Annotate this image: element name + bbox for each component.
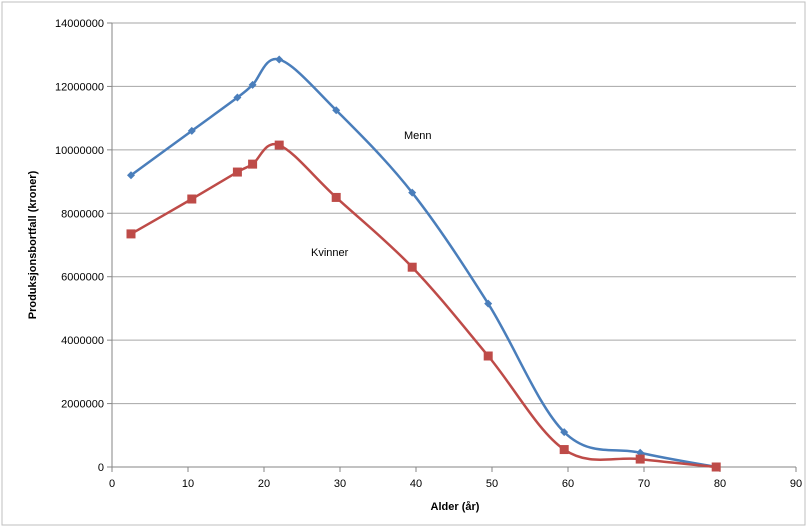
data-point-kvinner xyxy=(232,167,242,177)
data-point-kvinner xyxy=(559,445,569,455)
data-point-menn xyxy=(248,80,257,89)
data-point-kvinner xyxy=(248,159,258,169)
x-tick-label: 20 xyxy=(258,478,270,490)
data-point-menn xyxy=(484,299,493,308)
x-tick-label: 60 xyxy=(562,478,574,490)
data-point-menn xyxy=(187,126,196,135)
data-point-kvinner xyxy=(711,462,721,472)
labels: Alder (år) Produksjonsbortfall (kroner) … xyxy=(27,130,480,513)
y-tick-label: 0 xyxy=(98,462,104,474)
y-tick-label: 2000000 xyxy=(61,399,104,411)
x-tick-label: 10 xyxy=(182,478,194,490)
y-tick-label: 6000000 xyxy=(61,272,104,284)
annotation-kvinner: Kvinner xyxy=(311,247,349,259)
data-point-kvinner xyxy=(274,140,284,150)
series-kvinner xyxy=(126,140,721,472)
grid-lines xyxy=(112,22,796,405)
x-tick-label: 70 xyxy=(638,478,650,490)
x-tick-label: 40 xyxy=(410,478,422,490)
x-tick-label: 0 xyxy=(109,478,115,490)
data-point-menn xyxy=(408,188,417,197)
data-point-menn xyxy=(332,106,341,115)
data-point-kvinner xyxy=(331,192,341,202)
x-tick-label: 80 xyxy=(714,478,726,490)
data-point-menn xyxy=(233,93,242,102)
y-tick-label: 10000000 xyxy=(55,145,104,157)
y-tick-label: 4000000 xyxy=(61,335,104,347)
x-tick-label: 50 xyxy=(486,478,498,490)
data-point-kvinner xyxy=(407,262,417,272)
data-point-kvinner xyxy=(187,194,197,204)
x-tick-label: 30 xyxy=(334,478,346,490)
data-point-kvinner xyxy=(635,454,645,464)
series-group xyxy=(126,55,721,472)
data-point-menn xyxy=(275,55,284,64)
x-axis-title: Alder (år) xyxy=(431,501,480,513)
data-point-menn xyxy=(560,428,569,437)
data-point-menn xyxy=(127,171,135,180)
axes: 0 2000000 4000000 6000000 8000000 10000000 120… xyxy=(55,18,802,490)
data-point-kvinner xyxy=(483,351,493,361)
y-axis-title: Produksjonsbortfall (kroner) xyxy=(27,170,39,319)
data-point-kvinner xyxy=(126,229,136,239)
annotation-menn: Menn xyxy=(404,130,432,142)
y-tick-label: 8000000 xyxy=(61,208,104,220)
x-tick-label: 90 xyxy=(790,478,802,490)
y-tick-label: 12000000 xyxy=(55,81,104,93)
y-tick-label: 14000000 xyxy=(55,18,104,30)
